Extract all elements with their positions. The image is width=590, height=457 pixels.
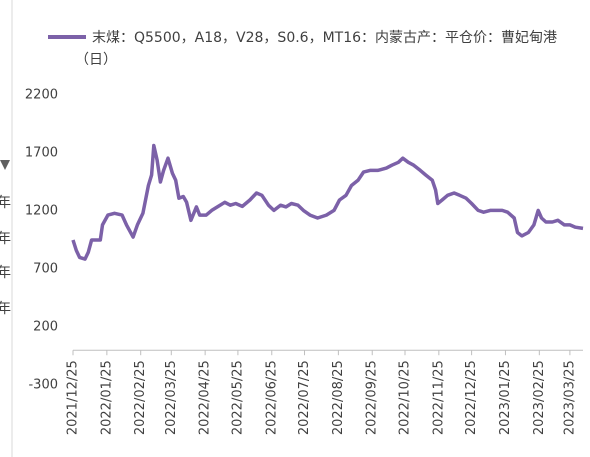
x-tick-label: 2021/12/25 [66,360,81,435]
y-tick-label: -300 [28,378,58,393]
x-tick-label: 2023/03/25 [562,360,577,435]
x-tick-label: 2022/06/25 [264,360,279,435]
x-tick-label: 2022/12/25 [464,360,479,435]
x-tick-label: 2022/01/25 [99,360,114,435]
x-tick-label: 2022/03/25 [164,360,179,435]
x-tick-label: 2022/02/25 [133,360,148,435]
side-label: 年 [0,301,11,317]
series-line [71,143,584,261]
y-tick-label: 200 [33,320,58,335]
y-tick-label: 700 [33,262,58,277]
y-tick-label: 1700 [25,146,58,161]
x-tick-label: 2022/04/25 [198,360,213,435]
x-tick-label: 2022/09/25 [365,360,380,435]
x-tick-label: 2023/01/25 [498,360,513,435]
legend-label: 末煤：Q5500，A18，V28，S0.6，MT16：内蒙古产：平仓价：曹妃甸港… [75,30,558,68]
x-tick-label: 2023/02/25 [532,360,547,435]
side-label: 年 [0,195,11,211]
x-tick-label: 2022/11/25 [431,360,446,435]
x-tick-label: 2022/10/25 [397,360,412,435]
x-tick-label: 2022/05/25 [230,360,245,435]
x-tick-label: 2022/07/25 [297,360,312,435]
dropdown-arrow [0,160,10,170]
x-tick-label: 2022/08/25 [331,360,346,435]
y-tick-label: 1200 [25,204,58,219]
side-label: 年 [0,231,11,247]
side-label: 年 [0,265,11,281]
y-tick-label: 2200 [25,88,58,103]
